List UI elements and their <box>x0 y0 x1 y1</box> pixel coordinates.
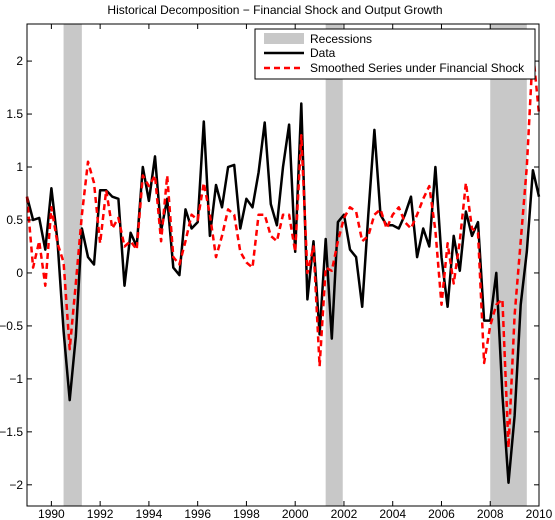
legend-label-data: Data <box>310 46 336 60</box>
y-tick-label: −0.5 <box>0 319 23 333</box>
y-tick-label: 1.5 <box>6 107 23 121</box>
x-tick-label: 1992 <box>87 507 114 520</box>
x-tick-label: 1990 <box>38 507 65 520</box>
y-tick-label: −1.5 <box>0 425 23 439</box>
series-line-smoothed <box>25 49 541 449</box>
x-tick-label: 2002 <box>331 507 358 520</box>
legend-label-recessions: Recessions <box>310 32 372 46</box>
y-tick-label: 0 <box>16 266 23 280</box>
x-tick-label: 1994 <box>136 507 163 520</box>
y-tick-label: 1 <box>16 160 23 174</box>
legend: Recessions Data Smoothed Series under Fi… <box>254 28 536 80</box>
x-tick-label: 2008 <box>477 507 504 520</box>
x-tick-label: 2006 <box>428 507 455 520</box>
axis-ticks: 1990 1992 1994 1996 1998 2000 2002 2004 2006 2008… <box>0 24 553 520</box>
x-tick-label: 2000 <box>282 507 309 520</box>
x-tick-label: 2010 <box>526 507 553 520</box>
x-tick-label: 1998 <box>233 507 260 520</box>
chart-title: Historical Decomposition − Financial Sho… <box>107 3 442 17</box>
series-line-data <box>25 102 541 484</box>
y-tick-label: 2 <box>16 54 23 68</box>
legend-label-smoothed: Smoothed Series under Financial Shock <box>310 61 525 75</box>
y-tick-label: −1 <box>9 372 23 386</box>
plot-frame <box>26 23 540 507</box>
series-layer <box>25 49 541 484</box>
y-tick-label: 0.5 <box>6 213 23 227</box>
x-tick-label: 1996 <box>184 507 211 520</box>
x-tick-label: 2004 <box>379 507 406 520</box>
legend-swatch-recessions <box>264 33 304 44</box>
y-tick-label: −2 <box>9 478 23 492</box>
